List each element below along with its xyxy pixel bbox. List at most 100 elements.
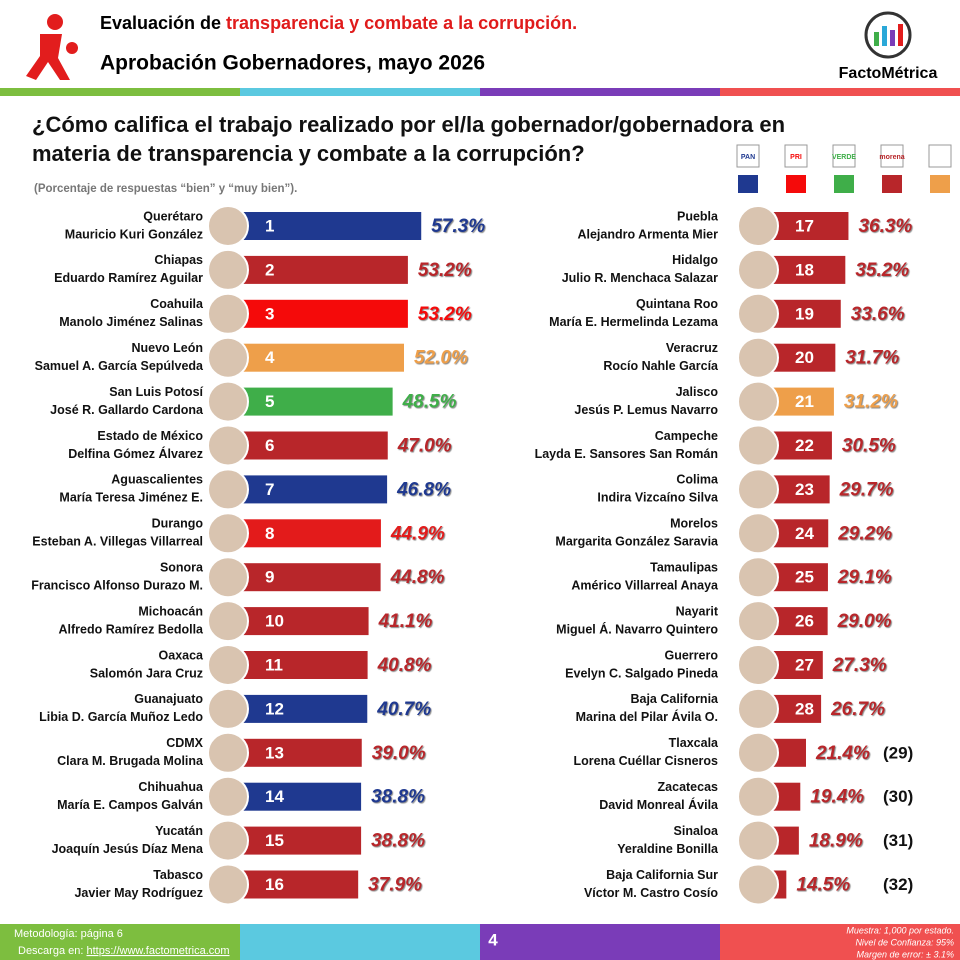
state-name: Morelos <box>670 517 718 531</box>
photo <box>737 556 779 599</box>
legend-swatch <box>882 175 902 193</box>
page-number: 4 <box>488 930 498 949</box>
rank-label: 8 <box>265 524 274 543</box>
photo <box>207 687 249 730</box>
bar <box>235 387 393 416</box>
value-label: 57.3% <box>431 216 485 237</box>
governor-name: Francisco Alfonso Durazo M. <box>31 578 203 592</box>
value-label: 44.9% <box>390 523 445 544</box>
state-name: Chiapas <box>154 253 203 267</box>
photo <box>737 687 779 730</box>
legend-logo <box>880 144 904 168</box>
bar <box>235 870 359 899</box>
governor-name: Yeraldine Bonilla <box>617 842 719 856</box>
value-label: 29.7% <box>839 479 894 500</box>
state-name: Nuevo León <box>131 341 203 355</box>
value-label: 46.8% <box>396 479 451 500</box>
state-name: Zacatecas <box>658 780 719 794</box>
bar <box>235 212 422 240</box>
value-label: 31.7% <box>845 348 899 369</box>
governor-name: Eduardo Ramírez Aguilar <box>54 271 203 285</box>
state-name: Estado de México <box>97 429 203 443</box>
state-name: Baja California Sur <box>606 868 718 882</box>
photo <box>207 600 249 643</box>
rank-label: 13 <box>265 743 284 762</box>
rank-label: 28 <box>795 699 814 718</box>
value-label: 40.8% <box>377 655 432 676</box>
governor-name: Manolo Jiménez Salinas <box>59 315 203 329</box>
rank-label: 26 <box>795 612 814 631</box>
value-label: 29.0% <box>837 611 892 632</box>
photo <box>207 644 249 686</box>
rank-label: 5 <box>265 392 274 411</box>
bar <box>235 299 408 328</box>
value-label: 35.2% <box>855 260 909 281</box>
rank-label: 17 <box>795 216 814 235</box>
legend-label: VERDE <box>832 154 856 161</box>
governor-name: Esteban A. Villegas Villarreal <box>32 535 203 549</box>
rank-label: 7 <box>265 480 274 499</box>
rank-label: 12 <box>265 699 284 718</box>
value-label: 19.4% <box>810 787 864 808</box>
rank-label: 16 <box>265 875 284 894</box>
photo <box>737 819 779 862</box>
footer-method: Metodología: página 6 <box>14 928 123 940</box>
value-label: 21.4% <box>815 743 870 764</box>
state-name: Nayarit <box>676 604 719 618</box>
rank-label: (30) <box>883 787 913 806</box>
header-subtitle: Aprobación Gobernadores, mayo 2026 <box>100 52 485 75</box>
rank-label: 14 <box>265 787 284 806</box>
governor-name: Marina del Pilar Ávila O. <box>576 709 718 724</box>
value-label: 48.5% <box>402 392 457 413</box>
bar <box>235 431 388 460</box>
legend-label: PAN <box>741 154 755 161</box>
value-label: 27.3% <box>832 655 887 676</box>
bar <box>235 651 368 679</box>
value-label: 26.7% <box>830 699 885 720</box>
download-link[interactable]: https://www.factometrica.com <box>86 945 229 957</box>
bar <box>235 782 362 811</box>
governor-name: Alfredo Ramírez Bedolla <box>59 622 205 636</box>
state-name: Durango <box>152 517 204 531</box>
governor-name: Evelyn C. Salgado Pineda <box>565 666 719 680</box>
state-name: Tlaxcala <box>669 736 719 750</box>
governor-name: María Teresa Jiménez E. <box>59 491 203 505</box>
photo <box>207 205 249 247</box>
rank-label: 22 <box>795 436 814 455</box>
governor-name: Miguel Á. Navarro Quintero <box>556 621 718 636</box>
header-title: Evaluación de transparencia y combate a … <box>100 13 577 33</box>
photo <box>737 775 779 818</box>
governor-name: Rocío Nahle García <box>603 359 719 373</box>
governor-name: Salomón Jara Cruz <box>90 666 203 680</box>
legend-swatch <box>834 175 854 193</box>
value-label: 18.9% <box>809 831 863 852</box>
rank-label: 4 <box>265 348 275 367</box>
photo <box>737 468 779 511</box>
rank-label: 11 <box>265 655 283 674</box>
value-label: 39.0% <box>372 743 426 764</box>
governor-name: Alejandro Armenta Mier <box>577 227 718 241</box>
value-label: 31.2% <box>844 392 898 413</box>
photo <box>207 380 249 423</box>
state-name: Aguascalientes <box>111 473 203 487</box>
state-name: Jalisco <box>676 385 719 399</box>
state-name: Hidalgo <box>672 253 718 267</box>
legend: PAN PRI VERDE morena <box>736 144 952 193</box>
rank-label: (29) <box>883 743 913 762</box>
rank-label: 25 <box>795 568 814 587</box>
value-label: 40.7% <box>376 699 431 720</box>
value-label: 37.9% <box>368 875 422 896</box>
rank-label: 23 <box>795 480 814 499</box>
legend-logo <box>784 144 808 168</box>
footer-margin: Margen de error: ± 3.1% <box>857 949 954 959</box>
governor-name: Julio R. Menchaca Salazar <box>562 271 718 285</box>
bar <box>235 826 362 855</box>
photo <box>207 336 249 379</box>
photo <box>207 863 249 906</box>
governor-name: Libia D. García Muñoz Ledo <box>39 710 203 724</box>
value-label: 44.8% <box>390 567 445 588</box>
photo <box>737 512 779 555</box>
governor-name: Javier May Rodríguez <box>74 886 203 900</box>
state-name: Baja California <box>630 692 719 706</box>
